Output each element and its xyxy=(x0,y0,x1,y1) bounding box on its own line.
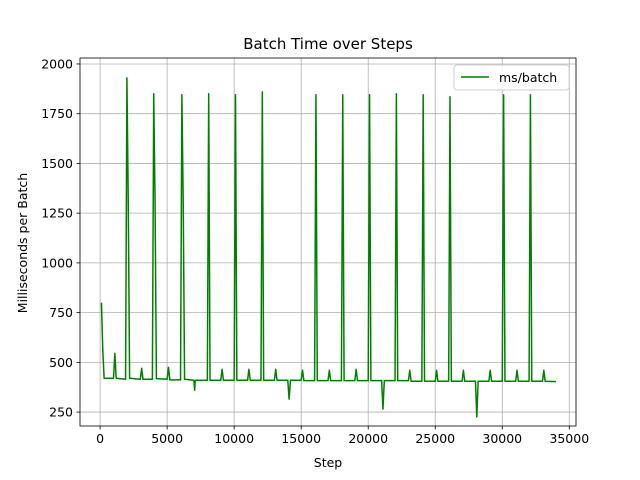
x-tick-label: 35000 xyxy=(549,431,589,446)
x-tick-label: 5000 xyxy=(151,431,183,446)
x-tick-label: 0 xyxy=(96,431,104,446)
x-tick-label: 25000 xyxy=(415,431,455,446)
y-tick-label: 500 xyxy=(49,355,73,370)
x-tick-label: 15000 xyxy=(281,431,321,446)
plot-frame xyxy=(79,57,577,427)
y-tick-label: 1500 xyxy=(41,156,73,171)
y-tick-label: 750 xyxy=(49,305,73,320)
y-tick-label: 250 xyxy=(49,405,73,420)
legend-box xyxy=(453,64,570,91)
series-line-ms-batch xyxy=(100,77,556,418)
y-tick-label: 2000 xyxy=(41,56,73,71)
x-tick-label: 10000 xyxy=(214,431,254,446)
x-axis-label: Step xyxy=(314,455,343,470)
chart-title: Batch Time over Steps xyxy=(243,35,413,53)
series-layer xyxy=(100,77,556,418)
y-tick-label: 1750 xyxy=(41,106,73,121)
x-tick-label: 20000 xyxy=(348,431,388,446)
axes-layer: 0 5000 10000 15000 20000 25000 30000 35000 250 50… xyxy=(41,56,589,446)
y-tick-label: 1000 xyxy=(41,255,73,270)
y-axis-label: Milliseconds per Batch xyxy=(15,173,30,313)
legend: ms/batch xyxy=(453,64,570,91)
x-tick-label: 30000 xyxy=(482,431,522,446)
legend-label: ms/batch xyxy=(499,70,557,85)
y-tick-label: 1250 xyxy=(41,206,73,221)
